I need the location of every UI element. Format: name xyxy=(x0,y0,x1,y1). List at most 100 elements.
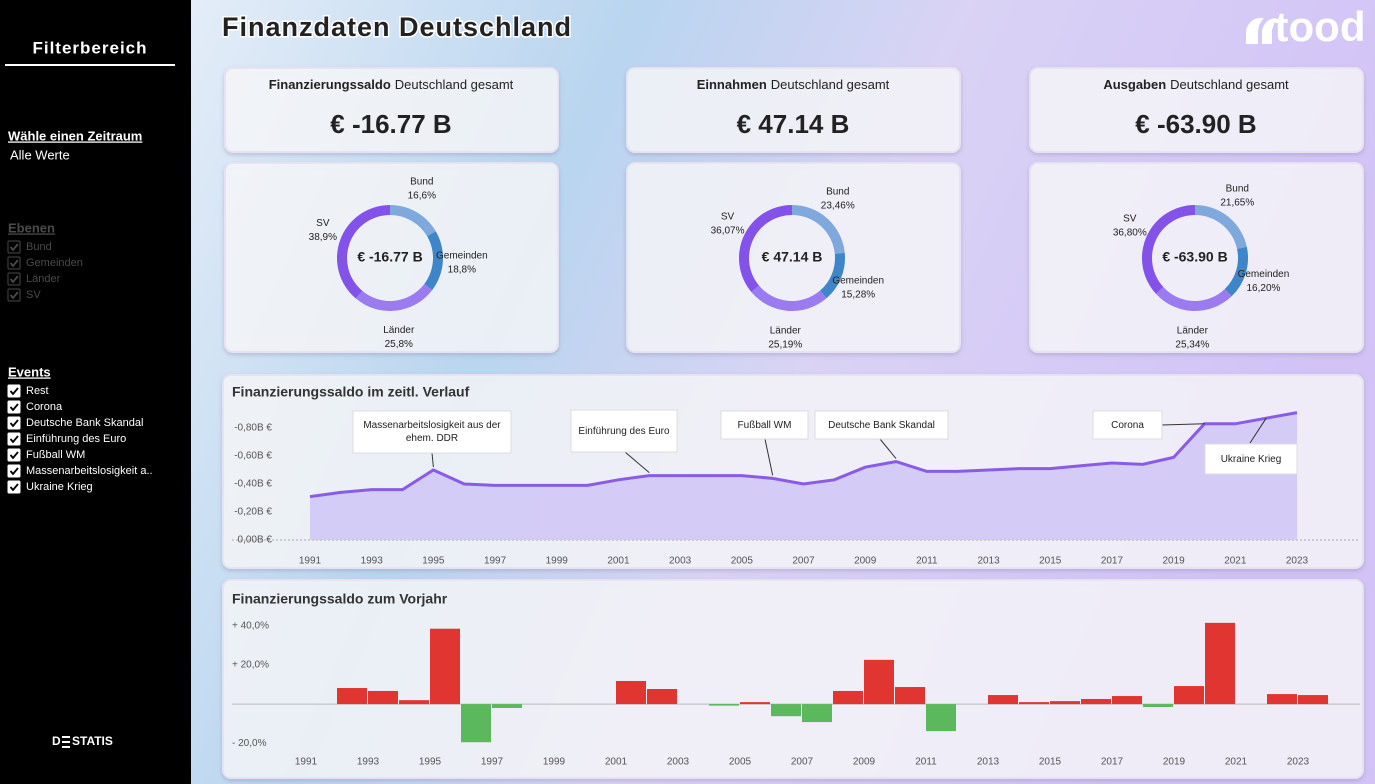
bar xyxy=(1143,704,1173,708)
annotation: Deutsche Bank Skandal xyxy=(828,419,935,431)
card xyxy=(224,67,559,153)
checkbox[interactable] xyxy=(7,256,21,270)
checkbox-label[interactable]: Bund xyxy=(26,241,52,253)
x-tick-label: 2005 xyxy=(729,757,752,768)
annotation-leader xyxy=(624,451,650,473)
x-tick-label: 2023 xyxy=(1287,757,1310,768)
bar xyxy=(368,690,398,705)
x-tick-label: 2019 xyxy=(1163,757,1186,768)
checkbox[interactable] xyxy=(7,240,21,254)
kpi-title-bold: Einnahmen xyxy=(697,77,767,92)
footer-logo: D xyxy=(52,734,61,748)
x-tick-label: 2017 xyxy=(1101,556,1124,567)
annotation: Corona xyxy=(1111,420,1144,431)
checkbox-label[interactable]: Fußball WM xyxy=(26,449,85,461)
checkbox[interactable] xyxy=(7,288,21,302)
checkbox-label[interactable]: Deutsche Bank Skandal xyxy=(26,417,143,429)
annotation-box xyxy=(814,410,949,440)
donut-label: Gemeinden xyxy=(436,251,488,262)
checkbox[interactable] xyxy=(7,416,21,430)
annotation-text: Deutsche Bank Skandal xyxy=(828,419,935,431)
card xyxy=(1029,67,1364,153)
checkbox[interactable] xyxy=(7,384,21,398)
kpi-title-bold: Ausgaben xyxy=(1103,77,1166,92)
checkmark xyxy=(9,467,19,476)
checkmark xyxy=(9,451,19,460)
donut-label: Bund xyxy=(410,176,433,187)
donut-segment xyxy=(390,205,436,237)
annotation-box xyxy=(352,410,512,454)
donut-value-label: 38,9% xyxy=(309,232,337,243)
bar xyxy=(430,628,460,705)
checkbox-label[interactable]: Gemeinden xyxy=(26,257,83,269)
checkmark xyxy=(9,243,19,252)
checkbox-label[interactable]: Rest xyxy=(26,385,49,397)
donut-segment xyxy=(1141,205,1195,294)
kpi-value: € 47.14 B xyxy=(737,109,850,139)
kpi-value: € -16.77 B xyxy=(330,109,451,139)
checkbox-label[interactable]: Massenarbeitslosigkeit a.. xyxy=(26,465,153,477)
checkbox[interactable] xyxy=(7,480,21,494)
card xyxy=(626,67,961,153)
sidebar xyxy=(0,0,191,784)
bar xyxy=(833,690,863,705)
bar xyxy=(647,689,677,705)
kpi-title-rest: Deutschland gesamt xyxy=(1170,77,1289,92)
card xyxy=(626,162,961,353)
donut-segment xyxy=(355,284,433,311)
checkbox-label[interactable]: SV xyxy=(26,289,41,301)
donut-label: Gemeinden xyxy=(832,276,884,287)
checkbox[interactable] xyxy=(7,448,21,462)
x-tick-label: 2013 xyxy=(977,757,1000,768)
checkbox-label[interactable]: Einführung des Euro xyxy=(26,433,126,445)
donut-segment xyxy=(751,285,827,312)
donut-value-label: 16,20% xyxy=(1246,283,1280,294)
annotation-text: Massenarbeitslosigkeit aus der ehem. DDR xyxy=(363,420,501,444)
checkbox-label[interactable]: Corona xyxy=(26,401,63,413)
donut-value-label: 25,19% xyxy=(768,339,802,350)
checkbox-label[interactable]: Ukraine Krieg xyxy=(26,481,93,493)
kpi-title: Finanzierungssaldo Deutschland gesamt xyxy=(269,77,514,92)
footer-logo: STATIS xyxy=(72,734,113,748)
donut-segment xyxy=(739,205,792,292)
x-tick-label: 2003 xyxy=(669,556,692,567)
filter-label: Wähle einen Zeitraum xyxy=(8,128,142,143)
x-tick-label: 2021 xyxy=(1224,556,1247,567)
bar xyxy=(616,680,646,705)
checkbox[interactable] xyxy=(7,400,21,414)
bar xyxy=(337,688,367,705)
x-tick-label: 1999 xyxy=(546,556,569,567)
bar xyxy=(1081,698,1111,705)
kpi-title: Einnahmen Deutschland gesamt xyxy=(697,77,890,92)
checkbox[interactable] xyxy=(7,464,21,478)
donut-value-label: 16,6% xyxy=(408,190,436,201)
y-tick-label: -0,20B € xyxy=(234,507,272,518)
checkbox-label[interactable]: Länder xyxy=(26,273,61,285)
x-tick-label: 1997 xyxy=(484,556,507,567)
logo: tood xyxy=(1275,3,1366,50)
x-tick-label: 2015 xyxy=(1039,556,1062,567)
sidebar-title: Filterbereich xyxy=(32,38,147,57)
card xyxy=(1029,162,1364,353)
x-tick-label: 1999 xyxy=(543,757,566,768)
donut-value-label: 25,34% xyxy=(1175,340,1209,351)
kpi-title-rest: Deutschland gesamt xyxy=(771,77,890,92)
x-tick-label: 2015 xyxy=(1039,757,1062,768)
chart-title: Finanzierungssaldo im zeitl. Verlauf xyxy=(232,384,470,400)
x-tick-label: 2007 xyxy=(792,556,815,567)
bar xyxy=(1019,702,1049,705)
donut-segment xyxy=(1155,287,1232,312)
donut-value-label: 21,65% xyxy=(1220,197,1254,208)
chart-title: Finanzierungssaldo zum Vorjahr xyxy=(232,591,448,607)
kpi-value: € -63.90 B xyxy=(1135,109,1256,139)
annotation-text: Einführung des Euro xyxy=(578,425,670,437)
checkbox[interactable] xyxy=(7,432,21,446)
bar xyxy=(988,695,1018,705)
checkbox[interactable] xyxy=(7,272,21,286)
checkmark xyxy=(9,403,19,412)
x-tick-label: 1995 xyxy=(422,556,445,567)
checkmark xyxy=(9,419,19,428)
filter-value: Alle Werte xyxy=(10,147,70,162)
donut-value-label: 36,07% xyxy=(711,226,745,237)
donut-segment xyxy=(1224,246,1248,297)
